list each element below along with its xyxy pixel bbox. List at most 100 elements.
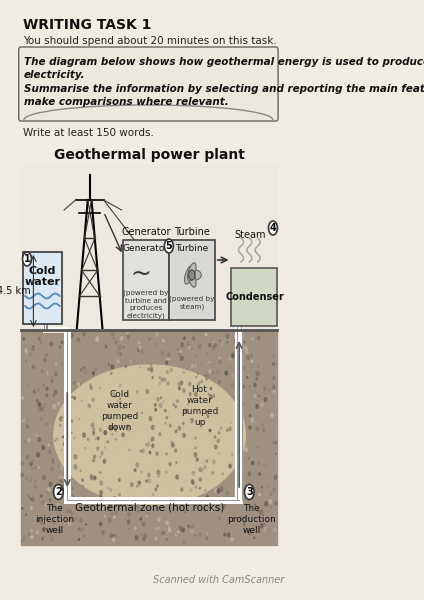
Circle shape xyxy=(179,526,182,530)
Circle shape xyxy=(125,394,126,395)
Circle shape xyxy=(152,377,153,379)
Circle shape xyxy=(108,506,110,509)
Circle shape xyxy=(78,384,80,386)
Circle shape xyxy=(55,373,57,376)
Circle shape xyxy=(60,416,62,421)
Circle shape xyxy=(267,485,269,488)
Circle shape xyxy=(43,385,45,386)
Text: make comparisons where relevant.: make comparisons where relevant. xyxy=(24,97,229,107)
Circle shape xyxy=(156,452,158,455)
Circle shape xyxy=(199,487,201,489)
Circle shape xyxy=(152,470,153,472)
Circle shape xyxy=(43,528,45,532)
Circle shape xyxy=(205,333,207,336)
Circle shape xyxy=(233,352,235,355)
Circle shape xyxy=(117,446,118,448)
Circle shape xyxy=(58,403,59,406)
Circle shape xyxy=(142,365,145,369)
Circle shape xyxy=(27,385,28,387)
Circle shape xyxy=(158,527,159,529)
Circle shape xyxy=(74,455,77,459)
Circle shape xyxy=(140,534,142,537)
Circle shape xyxy=(159,403,162,407)
Circle shape xyxy=(111,372,112,374)
Circle shape xyxy=(224,420,225,421)
Circle shape xyxy=(101,505,104,509)
Circle shape xyxy=(65,491,67,494)
Circle shape xyxy=(226,497,228,500)
Circle shape xyxy=(215,488,217,493)
Circle shape xyxy=(141,471,142,473)
Circle shape xyxy=(269,500,272,503)
Circle shape xyxy=(187,403,188,405)
Circle shape xyxy=(247,377,248,379)
Circle shape xyxy=(180,350,181,352)
Circle shape xyxy=(90,476,93,480)
Circle shape xyxy=(179,353,180,355)
Circle shape xyxy=(41,522,42,524)
Circle shape xyxy=(139,346,141,350)
Circle shape xyxy=(120,385,121,386)
Bar xyxy=(169,240,215,320)
Circle shape xyxy=(166,361,167,364)
Circle shape xyxy=(176,475,179,479)
Circle shape xyxy=(129,449,130,451)
Circle shape xyxy=(127,427,130,431)
Circle shape xyxy=(181,356,183,361)
Circle shape xyxy=(223,343,225,346)
Circle shape xyxy=(240,409,242,410)
Circle shape xyxy=(256,377,257,380)
Circle shape xyxy=(217,439,219,443)
Circle shape xyxy=(164,378,166,381)
Circle shape xyxy=(31,536,33,538)
Circle shape xyxy=(50,535,51,536)
Circle shape xyxy=(31,497,34,502)
Circle shape xyxy=(90,475,92,478)
Circle shape xyxy=(57,497,58,499)
Circle shape xyxy=(53,523,55,525)
Circle shape xyxy=(137,505,139,507)
Circle shape xyxy=(138,481,140,485)
Circle shape xyxy=(222,342,225,346)
Circle shape xyxy=(87,499,90,503)
Circle shape xyxy=(78,382,79,385)
Text: 2: 2 xyxy=(55,487,62,497)
Circle shape xyxy=(62,477,65,481)
Circle shape xyxy=(44,415,45,416)
Circle shape xyxy=(105,344,106,346)
Circle shape xyxy=(199,533,201,537)
Circle shape xyxy=(65,493,66,494)
Circle shape xyxy=(183,541,185,543)
Circle shape xyxy=(166,521,168,524)
Circle shape xyxy=(92,423,94,427)
Circle shape xyxy=(68,522,71,526)
Circle shape xyxy=(155,537,157,541)
Circle shape xyxy=(184,479,187,482)
Circle shape xyxy=(107,487,108,489)
Circle shape xyxy=(92,372,94,374)
Circle shape xyxy=(245,485,254,499)
Circle shape xyxy=(94,476,96,480)
Circle shape xyxy=(61,450,62,451)
Circle shape xyxy=(68,387,70,389)
Circle shape xyxy=(243,489,244,491)
Circle shape xyxy=(115,427,117,430)
Circle shape xyxy=(241,403,243,406)
Circle shape xyxy=(139,482,140,484)
Circle shape xyxy=(69,488,70,490)
Circle shape xyxy=(206,389,208,393)
Circle shape xyxy=(80,518,82,523)
Circle shape xyxy=(139,425,140,427)
Circle shape xyxy=(245,347,247,349)
Circle shape xyxy=(87,439,89,440)
Circle shape xyxy=(275,441,277,444)
Circle shape xyxy=(170,494,171,496)
Text: Summarise the information by selecting and reporting the main features, and: Summarise the information by selecting a… xyxy=(24,84,424,94)
Circle shape xyxy=(167,353,170,357)
Circle shape xyxy=(96,456,98,458)
Circle shape xyxy=(50,467,53,471)
Circle shape xyxy=(214,342,215,345)
Circle shape xyxy=(232,375,233,377)
Circle shape xyxy=(111,365,114,369)
Circle shape xyxy=(42,475,45,480)
